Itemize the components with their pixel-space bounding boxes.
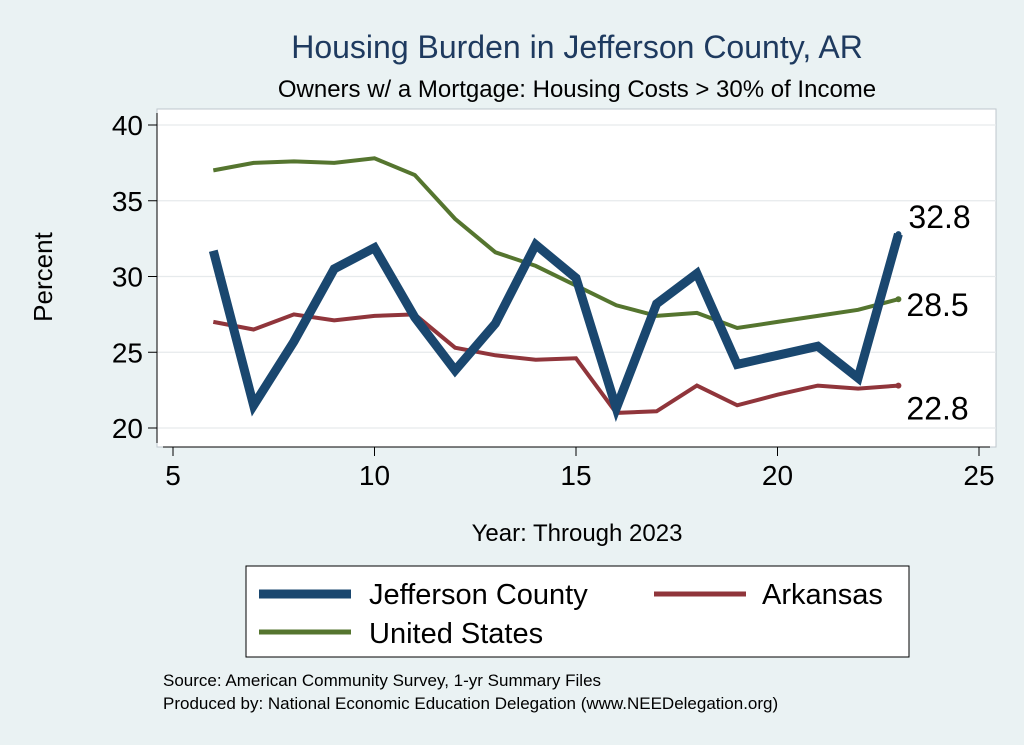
legend-box xyxy=(245,565,910,658)
y-axis: 20 25 30 35 40 xyxy=(112,110,158,444)
series-line-united-states xyxy=(212,156,899,331)
series-layer xyxy=(208,156,903,423)
x-axis-title: Year: Through 2023 xyxy=(472,520,683,547)
y-tick-label: 20 xyxy=(112,413,143,444)
end-labels: 32.8 22.8 28.5 xyxy=(906,199,970,426)
x-tick-label: 20 xyxy=(762,460,793,491)
series-endpoint-arkansas xyxy=(895,382,902,389)
series-line-jefferson-county xyxy=(208,232,903,423)
producer-note: Produced by: National Economic Education… xyxy=(163,694,778,713)
y-tick-label: 25 xyxy=(112,337,143,368)
x-axis: 5 10 15 20 25 xyxy=(163,446,995,491)
x-tick-label: 15 xyxy=(560,460,591,491)
y-axis-title: Percent xyxy=(28,231,58,321)
y-tick-label: 30 xyxy=(112,262,143,293)
x-tick-label: 10 xyxy=(359,460,390,491)
legend-label-united-states: United States xyxy=(369,618,543,650)
chart-subtitle: Owners w/ a Mortgage: Housing Costs > 30… xyxy=(278,76,876,103)
series-line-arkansas xyxy=(212,312,899,415)
end-label-united-states: 28.5 xyxy=(906,287,968,323)
y-tick-label: 35 xyxy=(112,186,143,217)
x-tick-label: 5 xyxy=(165,460,181,491)
series-endpoint-jefferson-county xyxy=(895,231,902,238)
y-tick-label: 40 xyxy=(112,110,143,141)
x-tick-label: 25 xyxy=(963,460,994,491)
series-endpoint-united-states xyxy=(895,296,902,303)
legend-label-jefferson-county: Jefferson County xyxy=(369,579,588,611)
chart-title: Housing Burden in Jefferson County, AR xyxy=(291,29,863,65)
end-label-jefferson-county: 32.8 xyxy=(908,199,970,235)
end-label-arkansas: 22.8 xyxy=(906,391,968,427)
legend: Jefferson County Arkansas United States xyxy=(245,565,910,658)
source-note: Source: American Community Survey, 1-yr … xyxy=(163,671,601,690)
legend-label-arkansas: Arkansas xyxy=(762,579,883,611)
